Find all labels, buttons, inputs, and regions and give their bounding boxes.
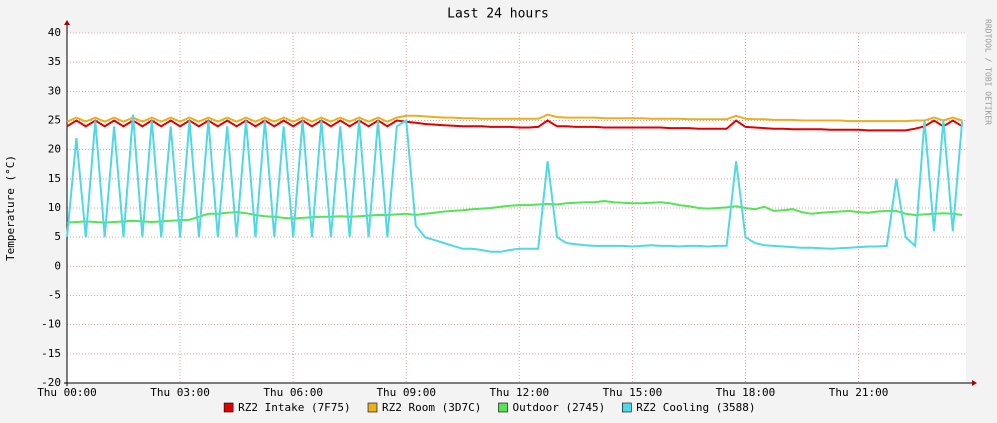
- y-tick-label: -5: [48, 289, 61, 302]
- y-tick-label: -20: [41, 376, 61, 389]
- y-tick-label: -10: [41, 318, 61, 331]
- y-tick-label: 35: [48, 55, 61, 68]
- axis-arrow: [64, 20, 70, 25]
- y-tick-label: 0: [54, 259, 61, 272]
- chart-title: Last 24 hours: [447, 7, 549, 22]
- y-tick-label: -15: [41, 347, 61, 360]
- legend-swatch: [367, 402, 378, 413]
- series-line: [66, 119, 963, 132]
- series-line: [66, 114, 964, 253]
- legend-swatch: [621, 402, 632, 413]
- x-tick-label: Thu 03:00: [150, 386, 210, 399]
- y-tick-label: 5: [54, 230, 61, 243]
- legend-label: Outdoor (2745): [513, 401, 606, 414]
- legend-swatch: [223, 402, 234, 413]
- plot-area: [67, 33, 966, 383]
- axis-arrow: [972, 380, 977, 386]
- watermark: RRDTOOL / TOBI OETIKER: [984, 19, 993, 125]
- x-tick-label: Thu 09:00: [376, 386, 436, 399]
- legend-swatch: [498, 402, 508, 413]
- x-tick-label: Thu 00:00: [37, 386, 97, 399]
- x-tick-label: Thu 21:00: [829, 386, 889, 399]
- y-tick-label: 10: [48, 201, 61, 214]
- y-axis-label: Temperature (°C): [4, 155, 17, 261]
- series-line: [66, 113, 963, 123]
- x-tick-label: Thu 15:00: [603, 386, 663, 399]
- x-tick-label: Thu 06:00: [263, 386, 323, 399]
- y-tick-label: 40: [48, 26, 61, 39]
- legend-label: RZ2 Room (3D7C): [382, 401, 481, 414]
- x-tick-label: Thu 18:00: [716, 386, 776, 399]
- y-tick-label: 25: [48, 114, 61, 127]
- legend-label: RZ2 Intake (7F75): [238, 401, 351, 414]
- legend-label: RZ2 Cooling (3588): [636, 401, 755, 414]
- y-tick-label: 20: [48, 143, 61, 156]
- y-tick-label: 15: [48, 172, 61, 185]
- y-tick-label: 30: [48, 84, 61, 97]
- x-tick-label: Thu 12:00: [490, 386, 550, 399]
